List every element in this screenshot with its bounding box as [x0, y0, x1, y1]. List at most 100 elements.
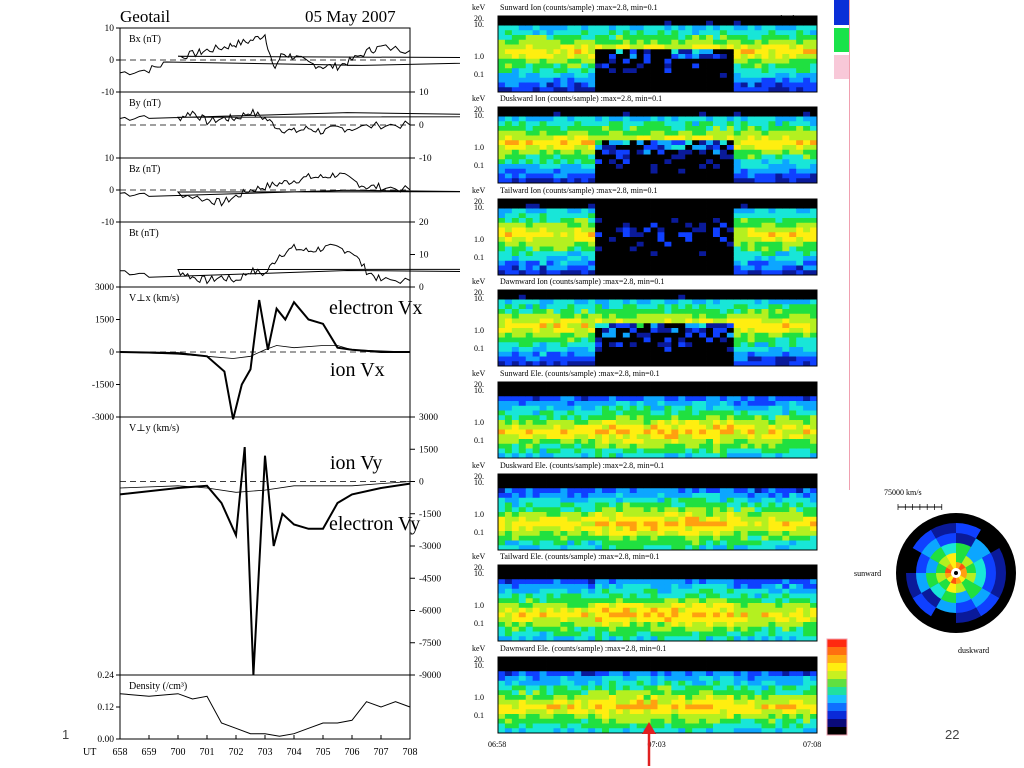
polar-scale-label: 75000 km/s	[884, 488, 922, 497]
spectrogram-y-tick-label: 20.	[474, 14, 484, 23]
spectrogram-unit-label: keV	[472, 552, 486, 561]
spectrogram-y-tick-label: 0.1	[474, 528, 484, 537]
vy-right-tick-label: -6000	[419, 607, 441, 617]
spectrogram-y-tick-label: 20.	[474, 655, 484, 664]
bx-trace	[119, 33, 460, 76]
by-right-tick-label: 0	[419, 121, 424, 131]
vy-panel-label: V⊥y (km/s)	[129, 423, 179, 434]
bz-left-tick-label: -10	[101, 218, 114, 228]
colorbar-step	[827, 655, 847, 664]
spectrogram-header: Tailward Ion (counts/sample) :max=2.8, m…	[500, 186, 658, 195]
x-tick-label: 705	[316, 747, 331, 758]
vy-right-tick-label: -4500	[419, 574, 441, 584]
by-trace	[119, 108, 460, 135]
by-panel-label: By (nT)	[129, 98, 161, 109]
spectrogram-frame	[497, 15, 818, 93]
colorbar-step	[827, 663, 847, 672]
spectrogram-y-tick-label: 0.1	[474, 253, 484, 262]
spectrogram-y-tick-label: 10.	[474, 569, 484, 578]
spectrogram-y-tick-label: 10.	[474, 386, 484, 395]
spectrogram-y-tick-label: 1.0	[474, 693, 484, 702]
spectrogram-header: Dawnward Ele. (counts/sample) :max=2.8, …	[500, 644, 666, 653]
spectrogram-y-tick-label: 20.	[474, 563, 484, 572]
spectrogram-frame	[497, 198, 818, 276]
spectrogram-frame	[497, 656, 818, 734]
bz-panel-label: Bz (nT)	[129, 164, 160, 175]
panel-divider	[849, 0, 850, 490]
spectrogram-y-tick-label: 10.	[474, 294, 484, 303]
bz-trace	[119, 172, 460, 207]
spectrogram-panel	[498, 290, 818, 367]
spectrogram-header: Duskward Ion (counts/sample) :max=2.8, m…	[500, 94, 662, 103]
polar-duskward-label: duskward	[958, 646, 989, 655]
spectrogram-y-tick-label: 10.	[474, 203, 484, 212]
x-tick-label: 700	[171, 747, 186, 758]
x-tick-label: 703	[258, 747, 273, 758]
spectrogram-header: Dawnward Ion (counts/sample) :max=2.8, m…	[500, 277, 664, 286]
density-left-tick-label: 0.12	[97, 703, 114, 713]
vy-right-tick-label: 3000	[419, 413, 438, 423]
colorbar-step	[827, 639, 847, 648]
vx-panel-label: V⊥x (km/s)	[129, 293, 179, 304]
vy-right-tick-label: 1500	[419, 445, 438, 455]
spectrogram-y-tick-label: 0.1	[474, 161, 484, 170]
ion-vy-annotation: ion Vy	[330, 452, 383, 474]
density-trace	[119, 693, 411, 737]
spectrogram-unit-label: keV	[472, 461, 486, 470]
spectrogram-unit-label: keV	[472, 186, 486, 195]
spectrogram-unit-label: keV	[472, 369, 486, 378]
velocity-distribution-polar-plot: 75000 km/s sunward duskward	[854, 488, 1016, 655]
spectrogram-y-tick-label: 0.1	[474, 711, 484, 720]
bx-left-tick-label: 0	[109, 56, 114, 66]
spectrogram-y-tick-label: 20.	[474, 472, 484, 481]
spectrogram-panel	[498, 199, 818, 276]
vy-right-tick-label: -3000	[419, 542, 441, 552]
x-tick-label: 706	[345, 747, 360, 758]
colorbar-step	[827, 719, 847, 728]
spectrogram-x-tick-label: 07:03	[648, 740, 666, 749]
vx-left-tick-label: 3000	[95, 283, 114, 293]
vx-left-tick-label: 0	[109, 348, 114, 358]
x-axis-label: UT	[83, 747, 96, 758]
x-tick-label: 658	[113, 747, 128, 758]
vy-right-tick-label: -9000	[419, 671, 441, 681]
event-arrow-icon	[642, 722, 656, 766]
slide-page-number: 22	[945, 727, 960, 742]
spectrogram-y-tick-label: 0.1	[474, 619, 484, 628]
bt-right-tick-label: 20	[419, 218, 429, 228]
x-tick-label: 659	[142, 747, 157, 758]
spectrogram-header: Sunward Ion (counts/sample) :max=2.8, mi…	[500, 3, 658, 12]
colorbar	[826, 638, 848, 736]
bt-right-tick-label: 0	[419, 283, 424, 293]
spectrogram-frame	[497, 106, 818, 184]
spectrogram-y-tick-label: 1.0	[474, 601, 484, 610]
green-indicator-bar	[834, 28, 849, 52]
by-right-tick-label: -10	[419, 154, 432, 164]
spectrogram-panel	[498, 16, 818, 93]
vx-left-tick-label: 1500	[95, 316, 114, 326]
blue-indicator-bar	[834, 0, 849, 25]
spectrogram-header: Tailward Ele. (counts/sample) :max=2.8, …	[500, 552, 660, 561]
vx-left-tick-label: -3000	[92, 413, 114, 423]
spectrogram-x-tick-label: 06:58	[488, 740, 506, 749]
colorbar-step	[827, 711, 847, 720]
colorbar-step	[827, 647, 847, 656]
date-title: 05 May 2007	[305, 7, 396, 26]
spectrogram-panel	[498, 107, 818, 184]
by-right-tick-label: 10	[419, 88, 429, 98]
colorbar-step	[827, 671, 847, 680]
colorbar-step	[827, 687, 847, 696]
electron-vx-annotation: electron Vx	[329, 297, 423, 319]
colorbar-step	[827, 703, 847, 712]
x-tick-label: 702	[229, 747, 244, 758]
bx-left-tick-label: 10	[105, 24, 115, 34]
polar-sunward-label: sunward	[854, 569, 881, 578]
colorbar-step	[827, 679, 847, 688]
spectrogram-header: Duskward Ele. (counts/sample) :max=2.8, …	[500, 461, 664, 470]
bz-left-tick-label: 0	[109, 186, 114, 196]
spectrogram-panel	[498, 657, 818, 734]
spectrogram-y-tick-label: 20.	[474, 288, 484, 297]
density-left-tick-label: 0.00	[97, 735, 114, 745]
mission-title: Geotail	[120, 7, 171, 26]
spectrogram-y-tick-label: 1.0	[474, 52, 484, 61]
